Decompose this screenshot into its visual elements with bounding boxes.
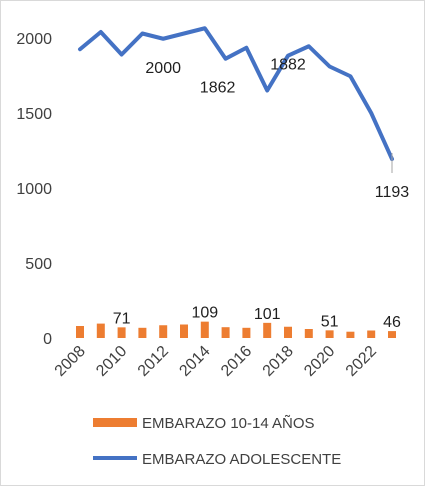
bar bbox=[242, 327, 251, 338]
bar-data-label: 109 bbox=[191, 305, 218, 322]
line-point bbox=[287, 55, 289, 57]
bar-data-label: 71 bbox=[113, 310, 131, 327]
bar bbox=[221, 327, 230, 338]
line-data-label: 1882 bbox=[270, 57, 306, 74]
line-point bbox=[100, 31, 102, 33]
bar bbox=[117, 327, 126, 338]
legend-swatch-bar bbox=[93, 418, 137, 427]
legend: EMBARAZO 10-14 AÑOS EMBARAZO ADOLESCENTE bbox=[93, 415, 341, 468]
line-path bbox=[78, 26, 394, 162]
bar bbox=[96, 323, 105, 338]
y-axis-tick-labels: 0 500 1000 1500 2000 bbox=[16, 31, 52, 348]
bar-data-label: 46 bbox=[383, 314, 401, 331]
bar-data-label: 51 bbox=[321, 313, 339, 330]
line-point bbox=[245, 47, 247, 49]
x-tick-label: 2008 bbox=[52, 343, 89, 380]
bar bbox=[367, 330, 376, 338]
line-point bbox=[141, 33, 143, 34]
bar bbox=[284, 326, 292, 338]
line-data-label: 1193 bbox=[375, 184, 410, 201]
x-tick-label: 2020 bbox=[301, 343, 338, 380]
bar bbox=[388, 331, 396, 338]
bar bbox=[263, 322, 272, 338]
y-tick-label: 2000 bbox=[16, 31, 52, 48]
line-point bbox=[162, 38, 164, 40]
line-point bbox=[204, 27, 206, 29]
line-point bbox=[266, 90, 268, 91]
legend-label-line: EMBARAZO ADOLESCENTE bbox=[142, 451, 341, 468]
bar bbox=[325, 330, 334, 338]
legend-label-bar: EMBARAZO 10-14 AÑOS bbox=[142, 415, 315, 432]
bar bbox=[76, 326, 84, 338]
bar bbox=[159, 325, 168, 338]
line-point bbox=[370, 112, 372, 114]
data-labels: 2000 1862 1882 1193 71 109 101 51 46 bbox=[113, 57, 410, 331]
y-tick-label: 1000 bbox=[16, 181, 52, 198]
bar-series-embarazo-10-14 bbox=[76, 321, 396, 338]
line-point bbox=[225, 58, 227, 60]
line-data-label: 1862 bbox=[200, 80, 236, 97]
y-tick-label: 0 bbox=[43, 331, 52, 348]
line-point bbox=[121, 54, 123, 55]
x-tick-label: 2010 bbox=[93, 343, 130, 380]
bar bbox=[346, 331, 355, 338]
bar bbox=[200, 321, 209, 338]
line-point bbox=[308, 45, 310, 47]
bar-data-label: 101 bbox=[254, 306, 281, 323]
bar bbox=[304, 329, 313, 338]
x-tick-label: 2016 bbox=[218, 343, 255, 380]
line-point bbox=[183, 33, 185, 34]
line-data-label: 2000 bbox=[145, 60, 181, 77]
line-point bbox=[79, 48, 81, 50]
y-tick-label: 500 bbox=[25, 256, 52, 273]
x-tick-label: 2014 bbox=[176, 343, 213, 380]
line-point bbox=[329, 66, 331, 67]
x-tick-label: 2022 bbox=[343, 343, 380, 380]
line-point bbox=[349, 75, 351, 77]
bar bbox=[180, 324, 188, 338]
line-series-embarazo-adolescente bbox=[78, 26, 394, 162]
bar bbox=[138, 327, 147, 338]
x-tick-label: 2018 bbox=[260, 343, 297, 380]
x-axis-tick-labels: 2008 2010 2012 2014 2016 2018 2020 2022 bbox=[52, 343, 380, 380]
x-tick-label: 2012 bbox=[135, 343, 172, 380]
y-tick-label: 1500 bbox=[16, 106, 52, 123]
